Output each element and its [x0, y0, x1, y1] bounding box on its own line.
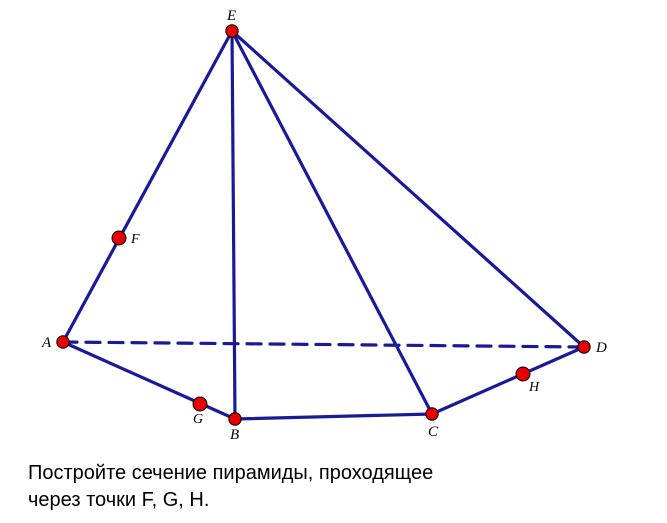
pyramid-svg	[0, 0, 667, 523]
diagram-container: A B C D E F G H Постройте сечение пирами…	[0, 0, 667, 523]
label-E: E	[227, 8, 236, 25]
caption-line1: Постройте сечение пирамиды, проходящее	[28, 462, 433, 484]
vertex-D	[578, 341, 590, 353]
label-A: A	[42, 335, 51, 352]
label-F: F	[131, 232, 140, 248]
vertex-C	[426, 408, 438, 420]
label-G: G	[193, 412, 203, 428]
point-H	[516, 367, 530, 381]
problem-caption: Постройте сечение пирамиды, проходящее ч…	[28, 460, 433, 514]
label-D: D	[596, 340, 607, 357]
vertex-A	[57, 336, 69, 348]
point-F	[112, 231, 126, 245]
label-C: C	[428, 424, 438, 441]
vertex-E	[226, 25, 238, 37]
vertex-B	[229, 413, 241, 425]
label-B: B	[230, 427, 239, 444]
caption-line2: через точки F, G, H.	[28, 489, 209, 511]
point-G	[193, 397, 207, 411]
label-H: H	[529, 380, 539, 396]
